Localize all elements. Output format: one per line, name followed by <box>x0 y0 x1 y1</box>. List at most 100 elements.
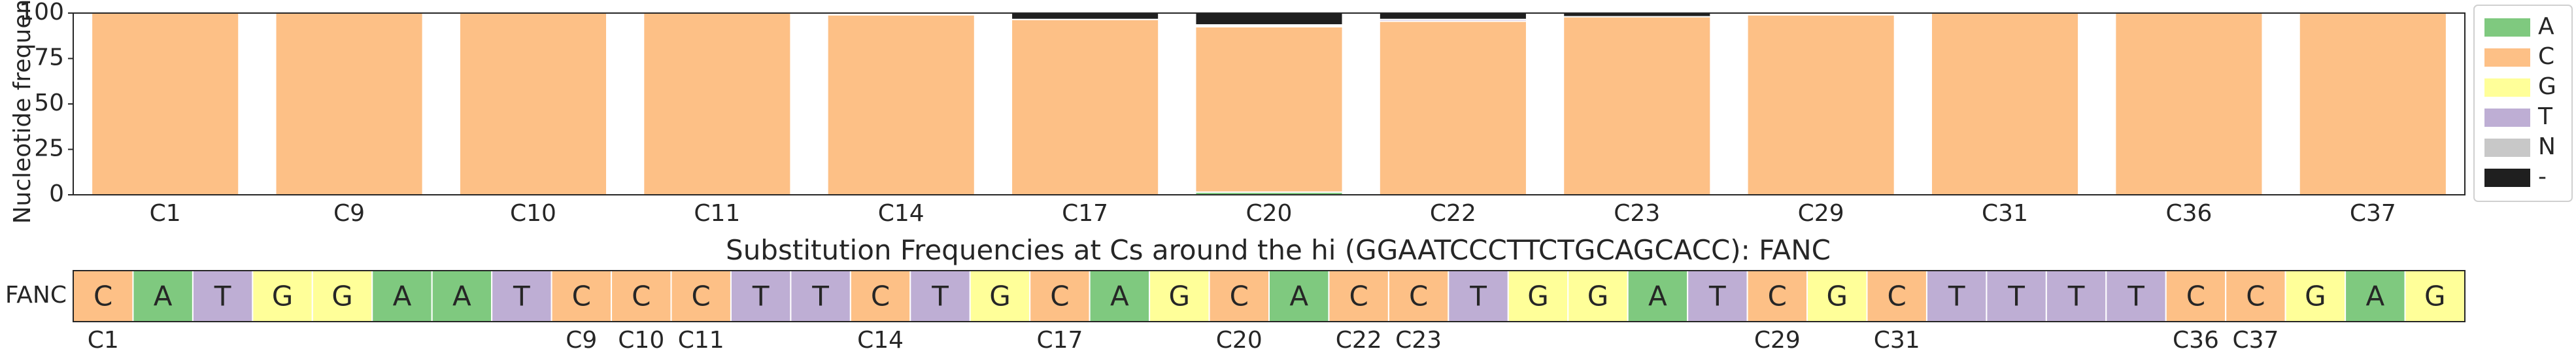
sequence-base-letter: C <box>93 280 112 312</box>
x-tick-label: C23 <box>1614 200 1660 227</box>
x-tick-label: C9 <box>333 200 365 227</box>
sequence-base-letter: G <box>1827 280 1848 312</box>
sequence-base-letter: G <box>1527 280 1549 312</box>
bar-C22-C <box>1378 20 1527 195</box>
y-tick-label: 50 <box>34 90 64 116</box>
x-tick-label: C14 <box>878 200 924 227</box>
bar-C20-- <box>1195 12 1344 26</box>
sequence-cell <box>670 270 732 322</box>
sequence-cell <box>1387 270 1449 322</box>
bar-C17-- <box>1011 12 1160 20</box>
sequence-cell <box>1268 270 1330 322</box>
bar-C36-C <box>2114 12 2263 195</box>
bar-C29-C <box>1746 14 1895 196</box>
x-ticks-group: C1 C9 C10 C11 C14 C17 C20 C22 C23 C29 C31 C36 C37 <box>150 200 2396 227</box>
sequence-base-letter: C <box>1349 280 1368 312</box>
legend-swatch-- <box>2484 169 2530 187</box>
sequence-base-letter: G <box>1587 280 1609 312</box>
sequence-base-letter: A <box>393 280 412 312</box>
sequence-panel: Substitution Frequencies at Cs around th… <box>5 234 2466 353</box>
sequence-cell <box>1507 270 1569 322</box>
position-label: C10 <box>618 327 664 353</box>
bar-C10-C <box>458 12 608 195</box>
y-tick-label: 75 <box>34 44 64 71</box>
position-label: C23 <box>1395 327 1442 353</box>
sequence-cell <box>491 270 552 322</box>
y-axis-label: Nucleotide frequency <box>9 0 36 224</box>
sequence-base-letter: C <box>1768 280 1787 312</box>
sequence-cell <box>1208 270 1270 322</box>
sequence-base-letter: A <box>154 280 173 312</box>
position-label: C37 <box>2232 327 2279 353</box>
sequence-base-letter: C <box>1230 280 1249 312</box>
x-tick-label: C10 <box>510 200 556 227</box>
x-tick-label: C1 <box>150 200 181 227</box>
sequence-base-letter: T <box>752 280 770 312</box>
sequence-base-letter: C <box>632 280 651 312</box>
position-label: C17 <box>1036 327 1083 353</box>
sequence-base-letter: T <box>1948 280 1965 312</box>
sequence-base-letter: C <box>1409 280 1428 312</box>
sequence-base-letter: T <box>214 280 231 312</box>
sequence-base-letter: T <box>931 280 949 312</box>
position-labels-group: C1 C9 C10 C11 C14 C17 C20 C22 C23 C29 C31 C36 C37 <box>88 327 2279 353</box>
legend-swatch-T <box>2484 109 2530 127</box>
sequence-base-letter: A <box>452 280 471 312</box>
sequence-base-letter: G <box>1169 280 1191 312</box>
position-label: C9 <box>566 327 597 353</box>
sequence-base-letter: C <box>1050 280 1069 312</box>
sequence-base-letter: G <box>331 280 353 312</box>
sequence-base-letter: A <box>1648 280 1667 312</box>
sequence-base-letter: G <box>2305 280 2326 312</box>
sequence-base-letter: G <box>2424 280 2446 312</box>
x-tick-label: C31 <box>1982 200 2028 227</box>
sequence-base-letter: G <box>272 280 294 312</box>
sequence-base-letter: T <box>513 280 530 312</box>
x-tick-label: C29 <box>1798 200 1844 227</box>
sequence-base-letter: T <box>2007 280 2025 312</box>
position-label: C11 <box>678 327 724 353</box>
position-label: C20 <box>1216 327 1263 353</box>
y-tick-label: 25 <box>34 135 64 162</box>
sequence-cell <box>371 270 433 322</box>
bar-C23-C <box>1563 16 1712 196</box>
sequence-cell <box>431 270 493 322</box>
sequence-row-label: FANC <box>5 282 67 309</box>
bar-C22-- <box>1378 12 1527 20</box>
sequence-cell <box>1328 270 1389 322</box>
bar-C31-C <box>1930 12 2080 195</box>
sequence-cell <box>192 270 254 322</box>
bar-C9-C <box>275 12 424 195</box>
y-ticks-group: 0 25 50 75 100 <box>19 0 73 207</box>
sequence-base-letter: C <box>692 280 711 312</box>
sequence-base-letter: A <box>1289 280 1308 312</box>
x-tick-label: C20 <box>1246 200 1293 227</box>
sequence-base-letter: C <box>2246 280 2265 312</box>
legend-label-T: T <box>2537 103 2553 130</box>
bar-C11-C <box>643 12 792 195</box>
position-label: C31 <box>1874 327 1920 353</box>
sequence-base-letter: T <box>2067 280 2085 312</box>
x-tick-label: C36 <box>2165 200 2212 227</box>
legend-swatch-G <box>2484 78 2530 97</box>
legend-label-C: C <box>2538 43 2554 70</box>
sequence-base-letter: G <box>989 280 1011 312</box>
sequence-title: Substitution Frequencies at Cs around th… <box>726 234 1831 266</box>
legend-swatch-C <box>2484 48 2530 67</box>
bar-C20-C <box>1195 25 1344 193</box>
sequence-base-letter: C <box>2186 280 2205 312</box>
sequence-base-letter: A <box>2365 280 2384 312</box>
sequence-cell <box>132 270 194 322</box>
sequence-cell <box>252 270 313 322</box>
sequence-base-letter: C <box>871 280 890 312</box>
sequence-base-letter: C <box>1888 280 1907 312</box>
position-label: C29 <box>1754 327 1801 353</box>
position-label: C1 <box>88 327 119 353</box>
x-tick-label: C11 <box>694 200 740 227</box>
position-label: C22 <box>1336 327 1382 353</box>
legend-swatch-N <box>2484 139 2530 157</box>
y-tick-label: 0 <box>49 180 64 207</box>
